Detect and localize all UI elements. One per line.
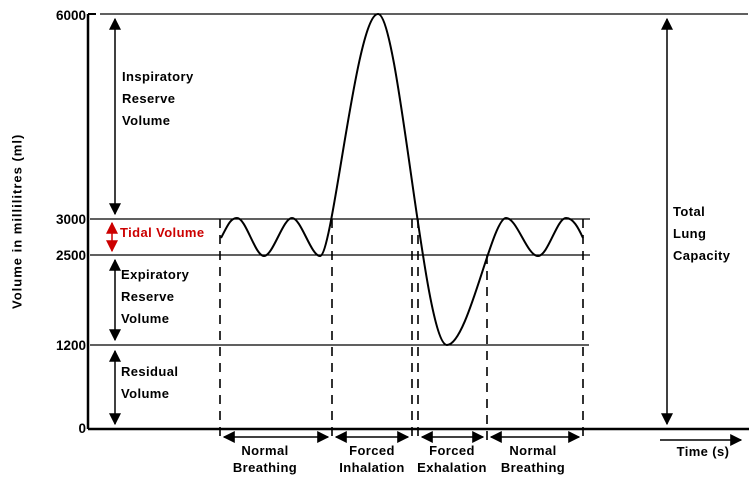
x-axis-title: Time (s) xyxy=(676,444,730,459)
phase-label-normal-breathing-1: Normal Breathing xyxy=(205,442,325,476)
label-line: Reserve xyxy=(122,91,176,106)
label-line: Reserve xyxy=(121,289,175,304)
label-line: Breathing xyxy=(232,460,298,475)
inspiratory-reserve-volume-label: Inspiratory Reserve Volume xyxy=(122,66,194,132)
tick-0: 0 xyxy=(78,421,86,436)
residual-volume-label: Residual Volume xyxy=(121,361,178,405)
expiratory-reserve-volume-label: Expiratory Reserve Volume xyxy=(121,264,189,330)
label-line: Lung xyxy=(673,226,707,241)
label-line: Volume xyxy=(121,386,170,401)
label-line: Inhalation xyxy=(339,460,405,475)
tidal-volume-label: Tidal Volume xyxy=(120,225,205,240)
label-line: Expiratory xyxy=(121,267,190,282)
label-line: Total xyxy=(673,204,706,219)
phase-label-normal-breathing-2: Normal Breathing xyxy=(473,442,593,476)
label-line: Breathing xyxy=(500,460,566,475)
label-line: Normal xyxy=(509,443,557,458)
total-lung-capacity-label: Total Lung Capacity xyxy=(673,201,730,267)
label-line: Volume xyxy=(121,311,170,326)
tick-3000: 3000 xyxy=(55,212,86,227)
label-line: Inspiratory xyxy=(122,69,194,84)
tick-6000: 6000 xyxy=(55,8,86,23)
label-line: Forced xyxy=(429,443,475,458)
label-line: Volume xyxy=(122,113,171,128)
label-line: Forced xyxy=(349,443,395,458)
tick-2500: 2500 xyxy=(55,248,86,263)
phase-label-forced-inhalation: Forced Inhalation xyxy=(322,442,422,476)
label-line: Normal xyxy=(241,443,289,458)
label-line: Residual xyxy=(121,364,179,379)
y-axis-title: Volume in millilitres (ml) xyxy=(9,133,25,310)
volume-curve xyxy=(220,12,584,347)
phase-label-forced-exhalation: Forced Exhalation xyxy=(402,442,502,476)
tick-1200: 1200 xyxy=(55,338,86,353)
label-line: Exhalation xyxy=(417,460,487,475)
label-line: Capacity xyxy=(673,248,731,263)
